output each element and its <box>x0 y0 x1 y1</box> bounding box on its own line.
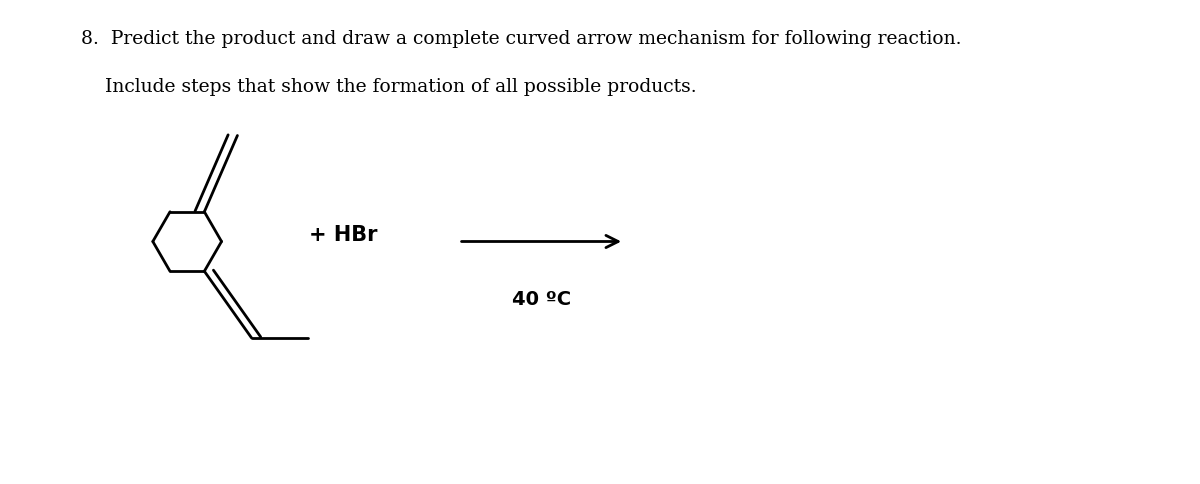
Text: Include steps that show the formation of all possible products.: Include steps that show the formation of… <box>80 78 696 96</box>
FancyArrowPatch shape <box>462 236 618 248</box>
Text: 8.  Predict the product and draw a complete curved arrow mechanism for following: 8. Predict the product and draw a comple… <box>80 30 961 48</box>
Text: 40 ºC: 40 ºC <box>512 289 571 308</box>
Text: + HBr: + HBr <box>308 225 377 245</box>
